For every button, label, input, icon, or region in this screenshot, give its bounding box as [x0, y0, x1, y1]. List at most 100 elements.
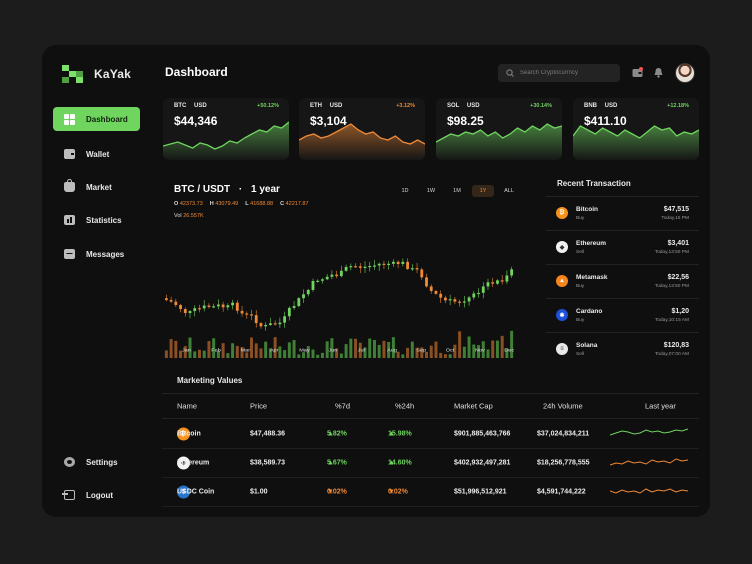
candle-body: [174, 301, 178, 305]
ohlc-close: 42217.87: [285, 201, 309, 207]
candle-body: [306, 289, 310, 295]
logout-icon: [62, 490, 75, 500]
sparkline-line: [163, 121, 289, 150]
volume-bar: [335, 348, 339, 358]
volume-bar: [368, 338, 372, 358]
ticker-card-bnb[interactable]: BNB USD +12.18% $411.10: [573, 98, 699, 160]
sparkline-line: [436, 123, 562, 143]
volume-bar: [164, 350, 168, 358]
sidebar-item-messages[interactable]: Messages: [53, 242, 140, 266]
volume-bar: [491, 340, 495, 358]
table-row[interactable]: ₿ Bitcoin $47,488.36 ▲ 5.82% ▲ 15.98% $901,88…: [162, 420, 699, 449]
bell-icon[interactable]: [653, 67, 664, 78]
list-item[interactable]: ₿ Bitcoin Buy $47,515 Today,15 PM: [546, 196, 699, 229]
timeframe-1m[interactable]: 1M: [453, 188, 461, 194]
sidebar-item-statistics[interactable]: Statistics: [53, 208, 140, 232]
search-input[interactable]: [520, 70, 620, 76]
volume-bar: [183, 346, 187, 358]
candle-body: [264, 324, 268, 327]
candlestick-chart[interactable]: 56K52K48K44K40KJanFebMarAprMayJunJulAugS…: [162, 177, 536, 358]
volume-bar: [259, 348, 263, 358]
timeframe-1d[interactable]: 1D: [401, 188, 409, 194]
x-tick-label: Mar: [241, 348, 251, 353]
ticker-price: $98.25: [447, 114, 484, 128]
sidebar-item-label: Settings: [86, 457, 118, 467]
volume-bar: [358, 342, 362, 358]
x-tick-label: Aug: [387, 348, 397, 353]
ticker-card-eth[interactable]: ETH USD +3.12% $3,104: [299, 98, 425, 160]
arrow-down-icon: ▼: [388, 488, 395, 496]
candle-body: [169, 300, 173, 302]
candle-body: [240, 310, 244, 314]
ticker-card-btc[interactable]: BTC USD +50.12% $44,346: [163, 98, 289, 160]
volume-bar: [410, 341, 414, 358]
timeframe-1w[interactable]: 1W: [426, 188, 436, 194]
volume-bar: [425, 351, 428, 358]
transaction-time: Today,07:00 AM: [654, 351, 689, 357]
volume-bar: [434, 341, 438, 358]
page-title: Dashboard: [165, 65, 228, 79]
volume-bar: [311, 349, 315, 358]
sidebar-item-wallet[interactable]: Wallet: [53, 142, 140, 166]
sidebar-item-settings[interactable]: Settings: [53, 450, 140, 474]
sidebar-item-logout[interactable]: Logout: [53, 483, 140, 507]
candle-body: [472, 293, 476, 298]
app-name: KaYak: [94, 67, 132, 81]
transaction-time: Today,10:15 AM: [654, 317, 689, 323]
coin-name: Bitcoin: [177, 430, 201, 438]
arrow-up-icon: ▲: [388, 430, 395, 438]
ticker-pair: ETH USD: [310, 103, 343, 109]
candle-body: [505, 275, 509, 282]
last-year-sparkline: [610, 458, 688, 466]
candle-body: [330, 274, 334, 277]
volume-bar: [197, 349, 201, 358]
list-item[interactable]: ✱ Cardano Buy $1,20 Today,10:15 AM: [546, 298, 699, 331]
volume-bar: [396, 351, 400, 358]
shopping-bag-icon: [64, 179, 75, 192]
candle-body: [486, 282, 490, 287]
volume-bar: [486, 349, 490, 358]
volume-bar: [510, 330, 514, 358]
ticker-card-sol[interactable]: SOL USD +30.14% $98.25: [436, 98, 562, 160]
recent-title: Recent Transaction: [557, 179, 631, 188]
volume-24h: $18,256,778,555: [537, 459, 590, 467]
volume-bar: [387, 341, 391, 358]
col-24h: %24h: [395, 401, 415, 411]
list-item[interactable]: ≡ Solana Sell $120,83 Today,07:00 AM: [546, 332, 699, 365]
volume-bar: [273, 337, 277, 358]
x-tick-label: Apr: [270, 348, 279, 353]
candle-body: [311, 280, 315, 290]
wallet-icon[interactable]: [632, 67, 643, 78]
volume-bar: [363, 347, 367, 358]
candle-body: [198, 308, 201, 310]
candle-body: [467, 297, 471, 302]
candle-body: [216, 304, 220, 307]
candle-body: [207, 305, 211, 307]
volume-bar: [349, 338, 353, 358]
list-item[interactable]: ◆ Ethereum Sell $3,401 Today,13:50 PM: [546, 230, 699, 263]
app-window: KaYak Dashboard Wallet Market Statistics…: [42, 45, 710, 517]
timeframe-1y[interactable]: 1Y: [472, 185, 494, 197]
ticker-sparkline: [436, 123, 562, 160]
last-year-sparkline: [610, 428, 688, 436]
arrow-up-icon: ▲: [327, 430, 334, 438]
sidebar-item-dashboard[interactable]: Dashboard: [53, 107, 140, 131]
candle-body: [429, 286, 433, 292]
candle-body: [278, 322, 282, 325]
timeframe-all[interactable]: ALL: [504, 188, 514, 194]
table-row[interactable]: ◆ Ethereum $38,589.73 ▲ 5.67% ▲ 14.60% $402,9…: [162, 449, 699, 478]
col-volume: 24h Volume: [543, 401, 583, 411]
ticker-change: +50.12%: [257, 103, 279, 109]
volume-bar: [179, 350, 183, 358]
search-box[interactable]: [498, 64, 620, 82]
ethereum-icon: ◆: [177, 456, 190, 470]
list-item[interactable]: ▲ Metamask Buy $22,56 Today,13:50 PM: [546, 264, 699, 297]
avatar[interactable]: [675, 63, 695, 83]
transaction-type: Buy: [576, 317, 585, 323]
sidebar-item-market[interactable]: Market: [53, 175, 140, 199]
sparkline-line: [299, 123, 425, 145]
table-row[interactable]: $ USDC Coin $1.00 ▼ 0.02% ▼ 0.02% $51,996,512…: [162, 478, 699, 507]
volume-bar: [495, 340, 499, 358]
candle-body: [287, 307, 291, 317]
x-tick-label: Sep: [416, 348, 426, 353]
